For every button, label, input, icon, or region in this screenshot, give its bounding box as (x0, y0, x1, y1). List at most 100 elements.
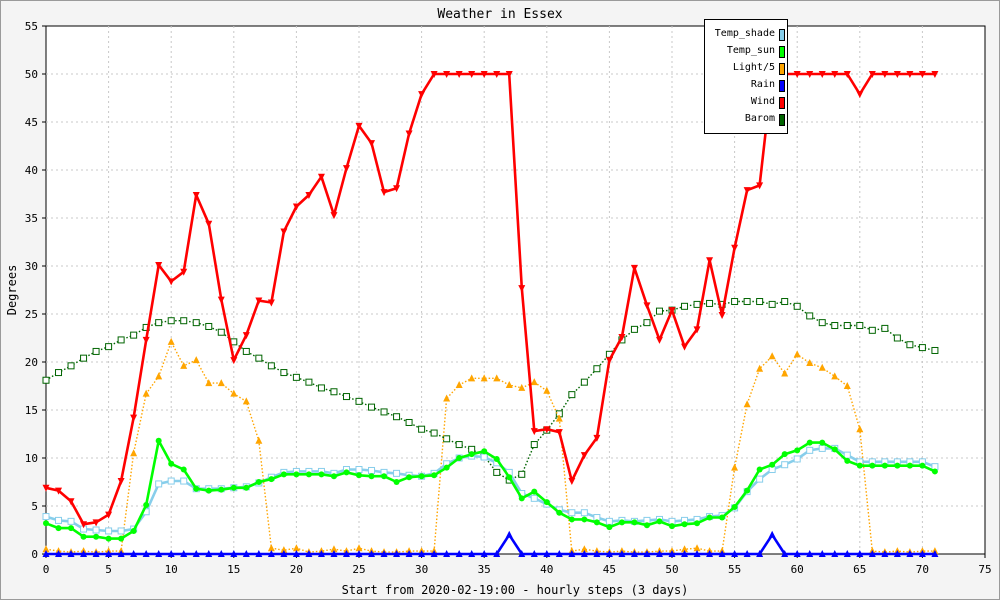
data-point-wind (543, 426, 551, 434)
data-point-wind (217, 296, 225, 304)
data-point-wind (906, 71, 914, 78)
data-point-barom (731, 298, 739, 306)
data-point-barom (868, 326, 876, 334)
data-point-temp-sun (368, 473, 375, 480)
data-point-rain (80, 550, 88, 557)
data-point-rain (818, 550, 826, 557)
y-tick-label: 5 (31, 500, 38, 513)
data-point-light-5 (230, 389, 238, 397)
data-point-temp-sun (105, 535, 112, 542)
y-tick-label: 30 (25, 260, 38, 273)
data-point-temp-shade (781, 461, 789, 469)
data-point-rain (893, 550, 901, 557)
data-point-wind (806, 71, 814, 78)
legend-label: Light/5 (732, 62, 775, 73)
series-line-rain (46, 533, 935, 556)
y-tick-label: 25 (25, 308, 38, 321)
data-point-barom (580, 378, 588, 386)
legend-label: Wind (750, 96, 775, 107)
data-point-rain (117, 550, 125, 557)
data-point-temp-sun (443, 464, 450, 471)
data-point-temp-shade (55, 516, 63, 524)
data-point-temp-sun (393, 479, 400, 485)
data-point-rain (167, 550, 175, 557)
data-point-light-5 (818, 363, 826, 371)
data-point-wind (405, 130, 413, 138)
y-tick-label: 10 (25, 452, 38, 465)
data-point-wind (368, 140, 376, 148)
x-tick-label: 35 (478, 563, 491, 576)
data-point-barom (130, 331, 138, 339)
data-point-temp-sun (656, 518, 663, 525)
data-point-rain (505, 530, 513, 538)
data-point-temp-shade (155, 480, 163, 488)
data-point-temp-sun (456, 455, 463, 461)
data-point-barom (493, 468, 501, 476)
data-point-temp-sun (468, 451, 475, 458)
data-point-rain (743, 550, 751, 557)
data-point-barom (280, 369, 288, 377)
data-point-rain (493, 550, 501, 557)
data-point-rain (906, 550, 914, 557)
data-point-wind (743, 187, 751, 195)
x-axis-label: Start from 2020-02-19:00 - hourly steps … (342, 583, 689, 597)
x-tick-label: 20 (290, 563, 303, 576)
data-point-light-5 (205, 379, 213, 387)
data-point-barom (706, 299, 714, 307)
data-point-light-5 (355, 544, 363, 552)
data-point-barom (793, 302, 801, 310)
x-tick-label: 75 (978, 563, 991, 576)
data-point-temp-sun (218, 486, 225, 493)
data-point-temp-shade (480, 453, 488, 461)
data-point-temp-shade (530, 494, 538, 502)
data-point-barom (918, 344, 926, 352)
data-point-rain (105, 550, 113, 557)
data-point-rain (280, 550, 288, 557)
data-point-wind (868, 71, 876, 78)
data-point-temp-sun (43, 520, 49, 527)
data-point-light-5 (756, 364, 764, 372)
data-point-temp-sun (406, 474, 413, 481)
data-point-rain (555, 550, 563, 557)
data-point-barom (681, 302, 689, 310)
data-point-barom (831, 322, 839, 330)
data-point-barom (455, 441, 463, 449)
data-point-wind (380, 189, 388, 197)
legend-item: Light/5 (705, 61, 789, 78)
data-point-wind (142, 336, 150, 344)
series-rain (42, 530, 939, 557)
data-point-temp-shade (92, 526, 100, 534)
data-point-temp-sun (568, 516, 575, 523)
data-point-temp-sun (318, 471, 325, 478)
legend-swatch (779, 29, 785, 41)
data-point-temp-sun (593, 519, 600, 526)
data-point-light-5 (142, 389, 150, 397)
data-point-light-5 (555, 414, 563, 422)
data-point-rain (92, 550, 100, 557)
data-point-rain (806, 550, 814, 557)
data-point-rain (706, 550, 714, 557)
data-point-rain (418, 550, 426, 557)
data-point-barom (117, 336, 125, 344)
data-point-light-5 (267, 544, 275, 552)
data-point-temp-sun (330, 473, 337, 480)
y-axis-label: Degrees (5, 265, 19, 316)
data-point-temp-sun (669, 523, 675, 530)
x-tick-label: 5 (105, 563, 112, 576)
data-point-rain (655, 550, 663, 557)
data-point-temp-sun (543, 499, 550, 506)
data-point-barom (67, 362, 75, 370)
data-point-rain (267, 550, 275, 557)
data-point-wind (393, 185, 401, 193)
data-point-wind (342, 165, 350, 173)
data-point-wind (317, 173, 325, 181)
x-tick-label: 70 (916, 563, 929, 576)
data-point-wind (505, 71, 513, 78)
data-point-temp-sun (744, 487, 751, 494)
data-point-wind (681, 343, 689, 351)
data-point-wind (831, 71, 839, 78)
data-point-temp-sun (493, 455, 500, 462)
data-point-wind (443, 71, 451, 78)
legend-label: Rain (750, 79, 775, 90)
data-point-barom (380, 408, 388, 416)
